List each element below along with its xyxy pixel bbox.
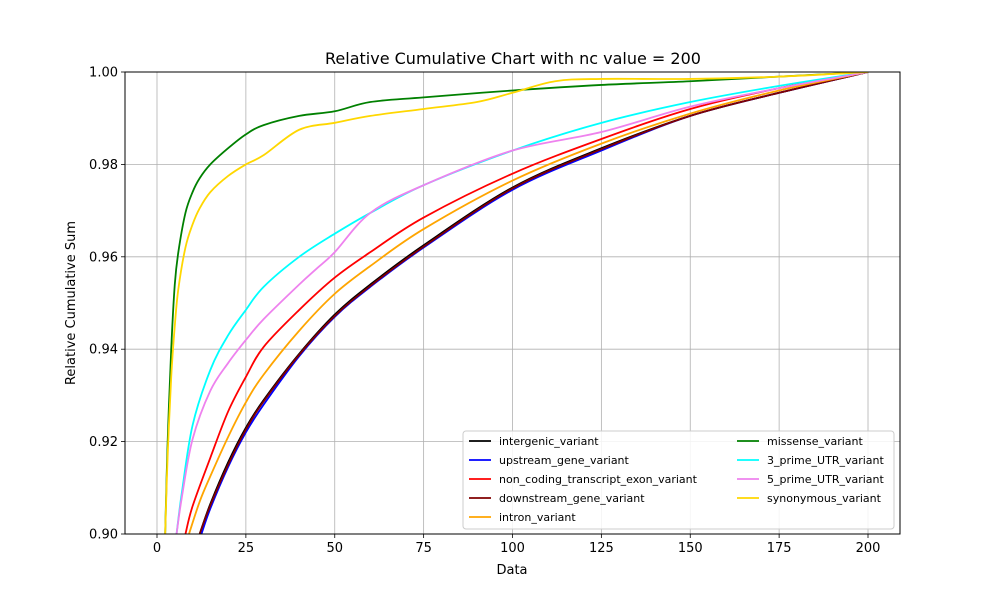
x-tick-label: 75 [415, 541, 432, 556]
legend-label: 3_prime_UTR_variant [767, 454, 884, 467]
y-axis-label: Relative Cumulative Sum [64, 221, 79, 385]
legend-label: synonymous_variant [767, 492, 882, 505]
series-line-non-coding-transcript-exon-variant [184, 72, 869, 534]
x-tick-label: 100 [500, 541, 525, 556]
x-tick-label: 50 [326, 541, 343, 556]
y-tick-label: 0.94 [89, 343, 118, 358]
x-tick-label: 150 [678, 541, 703, 556]
x-tick-label: 125 [589, 541, 614, 556]
plot-area [164, 72, 869, 534]
legend-item: upstream_gene_variant [469, 454, 630, 467]
legend-item: 5_prime_UTR_variant [737, 473, 884, 486]
series-line-3-prime-UTR-variant [175, 72, 869, 534]
legend: intergenic_variant upstream_gene_variantn… [462, 430, 895, 530]
series-lines [164, 72, 869, 534]
legend-item: intergenic_variant [469, 435, 599, 448]
y-axis-ticks: 0.90 0.92 0.94 0.96 0.98 1.00 [89, 66, 125, 543]
legend-item: downstream_gene_variant [469, 492, 645, 505]
x-tick-label: 175 [767, 541, 792, 556]
series-line-missense-variant [164, 72, 869, 534]
legend-label: intergenic_variant [499, 435, 599, 448]
x-axis-label: Data [496, 563, 527, 578]
legend-item: missense_variant [737, 435, 864, 448]
chart-title: Relative Cumulative Chart with nc value … [325, 49, 701, 68]
y-tick-label: 1.00 [89, 66, 118, 81]
legend-label: intron_variant [499, 511, 576, 524]
legend-item: intron_variant [469, 511, 576, 524]
y-tick-label: 0.92 [89, 435, 118, 450]
legend-item: non_coding_transcript_exon_variant [469, 473, 698, 486]
legend-label: missense_variant [767, 435, 864, 448]
legend-label: 5_prime_UTR_variant [767, 473, 884, 486]
series-line-5-prime-UTR-variant [175, 72, 869, 534]
legend-label: downstream_gene_variant [499, 492, 645, 505]
x-tick-label: 0 [153, 541, 161, 556]
legend-label: non_coding_transcript_exon_variant [499, 473, 698, 486]
y-tick-label: 0.98 [89, 158, 118, 173]
x-axis-ticks: 0 25 50 75 100 125 150 175 200 [153, 534, 881, 556]
series-line-synonymous-variant [164, 72, 869, 534]
legend-item: 3_prime_UTR_variant [737, 454, 884, 467]
legend-box [462, 430, 895, 530]
y-tick-label: 0.90 [89, 528, 118, 543]
y-tick-label: 0.96 [89, 250, 118, 265]
x-tick-label: 200 [856, 541, 881, 556]
series-line-intron-variant [188, 72, 869, 534]
x-tick-label: 25 [238, 541, 255, 556]
series-line-downstream-gene-variant [198, 72, 869, 534]
legend-item: synonymous_variant [737, 492, 882, 505]
legend-label: upstream_gene_variant [499, 454, 630, 467]
